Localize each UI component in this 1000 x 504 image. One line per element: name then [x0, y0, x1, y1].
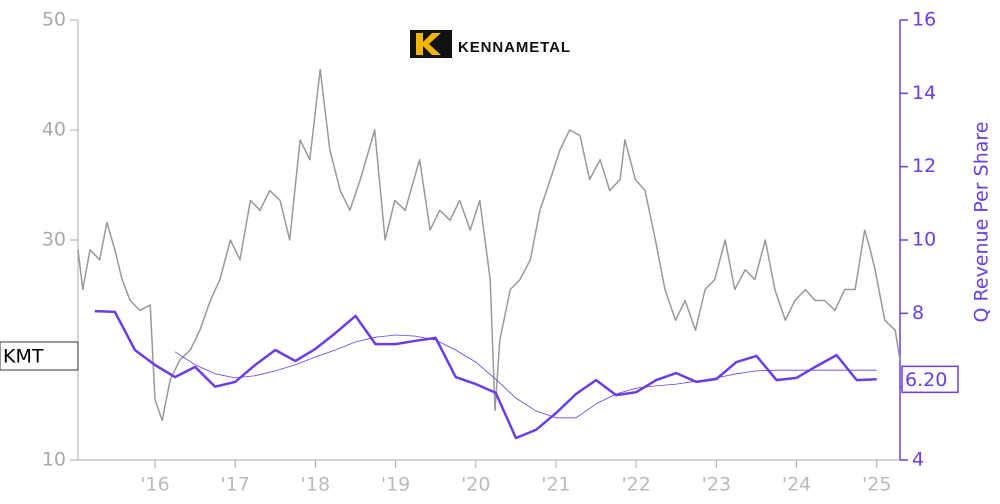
x-tick-label: '22	[621, 474, 650, 496]
x-tick-label: '19	[381, 474, 410, 496]
x-tick-label: '17	[220, 474, 249, 496]
y2-tick-label: 10	[912, 229, 936, 251]
logo-k	[416, 33, 441, 55]
x-tick-label: '20	[461, 474, 490, 496]
y-tick-label: 30	[42, 229, 66, 251]
y2-tick-label: 4	[912, 449, 924, 471]
series-line	[77, 68, 901, 422]
y-tick-label: 10	[42, 449, 66, 471]
y2-tick-label: 12	[912, 155, 936, 177]
value-label: 6.20	[905, 369, 947, 391]
y2-tick-label: 14	[912, 82, 936, 104]
y-tick-label: 50	[42, 9, 66, 31]
value-label-box	[901, 365, 959, 394]
x-tick-label: '18	[301, 474, 330, 496]
y2-tick-label: 16	[912, 9, 936, 31]
y2-tick-label: 8	[912, 302, 924, 324]
logo-text: KENNAMETAL	[458, 39, 570, 56]
ticker-label: KMT	[3, 346, 44, 368]
x-tick-label: '25	[862, 474, 891, 496]
x-tick-label: '16	[140, 474, 169, 496]
x-tick-label: '21	[541, 474, 570, 496]
y2-axis-label: Q Revenue Per Share	[971, 122, 993, 323]
logo: KENNAMETAL	[410, 30, 570, 58]
series-line	[94, 309, 877, 440]
y-tick-label: 40	[42, 119, 66, 141]
ticker-box	[0, 341, 79, 371]
series-line	[174, 334, 877, 419]
x-tick-label: '24	[782, 474, 811, 496]
x-tick-label: '23	[702, 474, 731, 496]
